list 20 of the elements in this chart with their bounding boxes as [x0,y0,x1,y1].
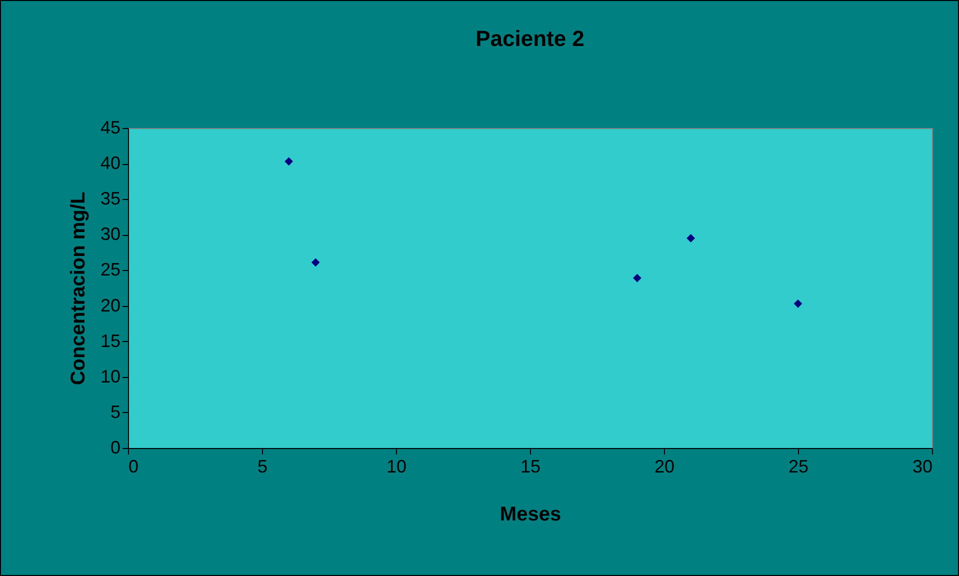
y-tick-label: 15 [100,330,120,351]
y-axis-title: Concentracion mg/L [67,192,90,386]
y-tick-label: 35 [100,188,120,209]
x-tick-label: 0 [128,456,139,476]
y-tick-label: 0 [110,438,120,458]
x-axis-title: Meses [500,504,562,526]
x-tick-label: 10 [386,456,407,476]
y-tick-label: 20 [100,295,120,316]
y-tick-label: 30 [100,224,120,244]
x-tick-label: 15 [520,456,541,476]
x-tick-label: 25 [788,456,809,476]
chart-title: Paciente 2 [476,26,584,51]
y-tick-label: 5 [110,402,120,422]
y-tick-label: 45 [100,118,120,138]
x-tick-label: 20 [654,456,675,476]
y-tick-label: 10 [100,366,120,386]
y-tick-label: 40 [100,153,120,174]
x-tick-label: 30 [912,456,932,476]
x-tick-label: 5 [257,456,268,476]
y-tick-label: 25 [100,260,120,280]
